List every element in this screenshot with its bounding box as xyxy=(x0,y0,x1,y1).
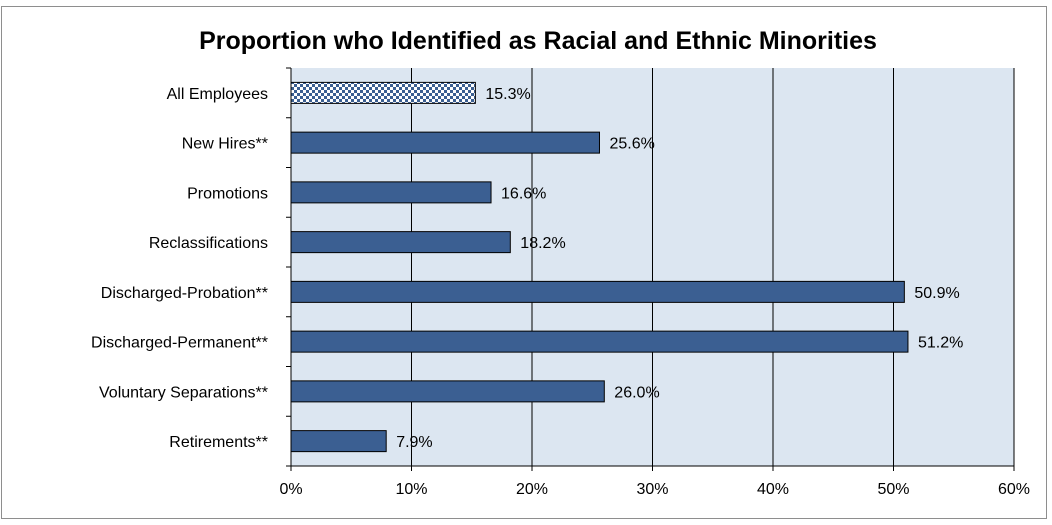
bar-3 xyxy=(290,231,511,254)
bar-5 xyxy=(290,330,909,353)
bar-1 xyxy=(290,131,600,154)
bar-4 xyxy=(290,280,905,303)
value-label-4: 50.9% xyxy=(914,285,959,302)
value-label-6: 26.0% xyxy=(614,384,659,401)
x-tick-label-60: 60% xyxy=(998,481,1030,498)
chart-title: Proportion who Identified as Racial and … xyxy=(199,27,877,55)
value-label-2: 16.6% xyxy=(501,185,546,202)
category-label-7: Retirements** xyxy=(169,434,268,451)
category-label-2: Promotions xyxy=(187,185,268,202)
category-label-3: Reclassifications xyxy=(149,235,268,252)
category-label-6: Voluntary Separations** xyxy=(99,384,268,401)
value-label-1: 25.6% xyxy=(609,136,654,153)
value-label-3: 18.2% xyxy=(520,235,565,252)
category-label-4: Discharged-Probation** xyxy=(101,285,268,302)
x-tick-label-50: 50% xyxy=(877,481,909,498)
bar-0 xyxy=(290,81,476,104)
value-label-0: 15.3% xyxy=(485,86,530,103)
category-label-5: Discharged-Permanent** xyxy=(91,335,268,352)
x-tick-label-0: 0% xyxy=(279,481,302,498)
category-label-0: All Employees xyxy=(167,86,268,103)
bar-2 xyxy=(290,181,492,204)
category-label-1: New Hires** xyxy=(182,136,268,153)
x-tick-label-10: 10% xyxy=(395,481,427,498)
value-label-5: 51.2% xyxy=(918,335,963,352)
bar-6 xyxy=(290,380,605,403)
x-tick-label-40: 40% xyxy=(757,481,789,498)
x-tick-label-30: 30% xyxy=(636,481,668,498)
x-tick-label-20: 20% xyxy=(516,481,548,498)
bar-7 xyxy=(290,430,387,453)
value-label-7: 7.9% xyxy=(396,434,432,451)
